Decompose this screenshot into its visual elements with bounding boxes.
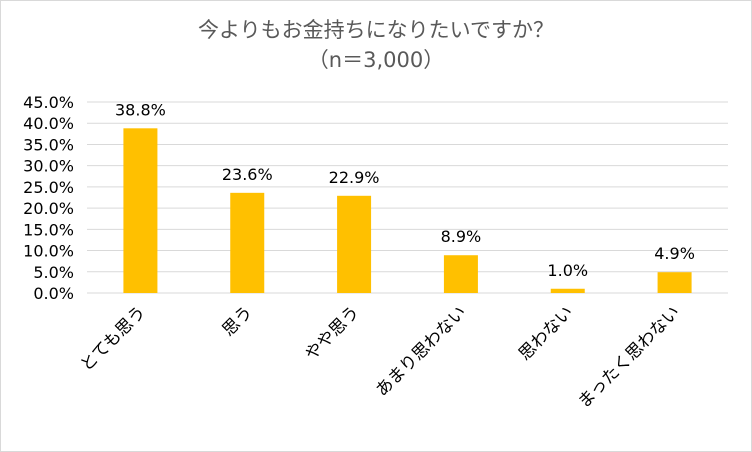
data-label: 38.8% xyxy=(115,100,166,119)
bars xyxy=(123,128,692,293)
data-label: 4.9% xyxy=(654,244,695,263)
y-tick-label: 30.0% xyxy=(23,157,74,176)
bar xyxy=(443,255,478,293)
y-tick-label: 20.0% xyxy=(23,199,74,218)
bar xyxy=(230,192,265,293)
y-tick-label: 10.0% xyxy=(23,242,74,261)
x-category-label: 思わない xyxy=(515,302,577,364)
x-category-label: 思う xyxy=(219,302,257,340)
chart-subtitle: （n＝3,000） xyxy=(307,48,445,72)
data-labels: 38.8% 23.6% 22.9% 8.9% 1.0% 4.9% xyxy=(115,100,695,279)
chart-title: 今よりもお金持ちになりたいですか？ xyxy=(198,18,554,42)
x-category-label: やや思う xyxy=(301,302,363,364)
y-tick-label: 0.0% xyxy=(33,284,74,303)
x-category-label: まったく思わない xyxy=(574,302,684,412)
bar xyxy=(550,288,585,293)
y-tick-label: 5.0% xyxy=(33,263,74,282)
bar xyxy=(657,272,692,293)
y-tick-label: 45.0% xyxy=(23,93,74,112)
x-category-label: あまり思わない xyxy=(372,302,470,400)
y-axis-ticks: 0.0% 5.0% 10.0% 15.0% 20.0% 25.0% 30.0% 35.0% 40… xyxy=(23,93,74,303)
y-tick-label: 25.0% xyxy=(23,178,74,197)
bar xyxy=(337,195,372,293)
data-label: 1.0% xyxy=(547,261,588,280)
y-tick-label: 40.0% xyxy=(23,114,74,133)
gridlines xyxy=(87,101,728,294)
y-tick-label: 15.0% xyxy=(23,220,74,239)
data-label: 22.9% xyxy=(329,168,380,187)
bar xyxy=(123,128,158,293)
data-label: 23.6% xyxy=(222,165,273,184)
y-tick-label: 35.0% xyxy=(23,135,74,154)
x-category-label: とても思う xyxy=(77,302,150,375)
data-label: 8.9% xyxy=(441,227,482,246)
